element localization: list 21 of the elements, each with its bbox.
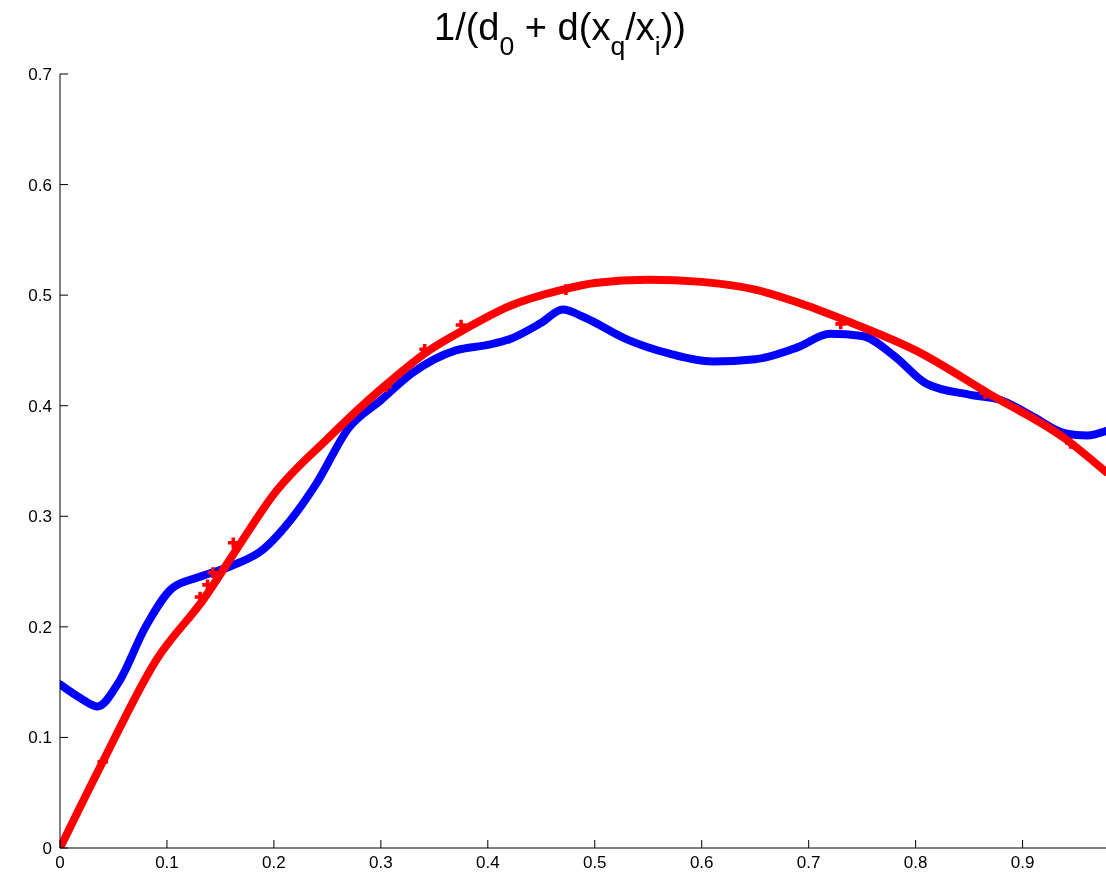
x-tick-label: 0.2 (262, 853, 286, 873)
x-tick-label: 0.6 (689, 853, 714, 873)
x-tick-label: 0.4 (475, 853, 500, 873)
point (207, 567, 219, 579)
x-tick-label: 0.3 (369, 853, 393, 873)
y-tick-label: 0.1 (28, 728, 52, 748)
x-tick-label: 0.9 (1010, 853, 1035, 873)
y-tick-label: 0.6 (28, 175, 52, 195)
x-tick-label: 0.1 (155, 853, 179, 873)
x-tick-label: 0.8 (903, 853, 928, 873)
x-tick-label: 0 (55, 853, 65, 873)
y-tick-label: 0.3 (28, 507, 52, 527)
x-tick-label: 0.5 (582, 853, 607, 873)
y-tick-label: 0.5 (28, 286, 52, 306)
y-tick-label: 0 (42, 839, 52, 859)
y-tick-label: 0.7 (28, 65, 52, 85)
chart-title: 1/(d$_{0}$ + d(x$_{q}$/x$_{i}$)) (434, 6, 686, 61)
y-tick-label: 0.2 (28, 617, 52, 637)
x-tick-label: 0.7 (796, 853, 821, 873)
point (227, 537, 239, 549)
y-tick-label: 0.4 (28, 396, 52, 416)
